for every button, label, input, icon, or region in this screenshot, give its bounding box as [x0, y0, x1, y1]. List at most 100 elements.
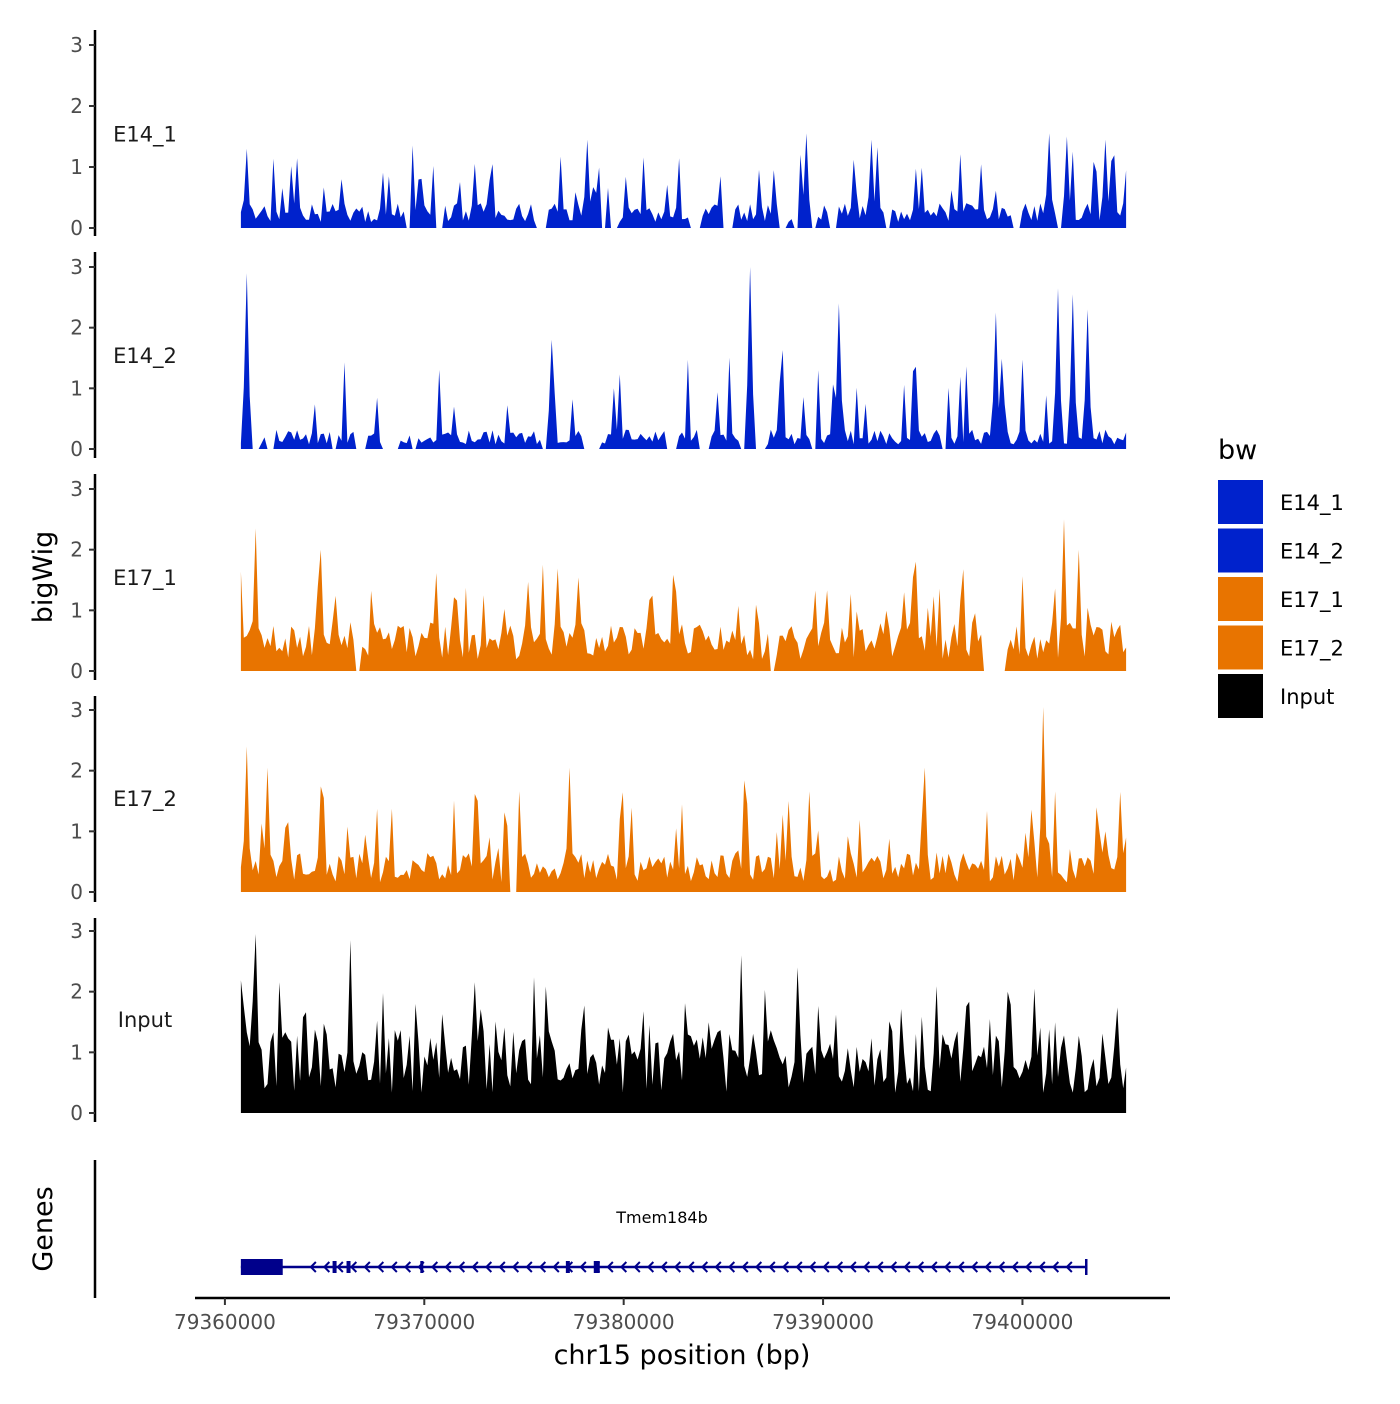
y-tick-label: 2 [70, 94, 83, 118]
strand-arrow [1051, 1261, 1060, 1273]
track-e14-1: 0 1 2 3 E14_1 [70, 30, 1127, 240]
strand-arrow [444, 1261, 452, 1273]
signal-tracks: 0 1 2 3 E14_1 0 1 2 3 E14_2 0 1 2 3 E17_1 0 1 2 3 E17_2 0 1 2 3… [70, 30, 1127, 1125]
exon [346, 1261, 351, 1273]
strand-arrow [714, 1261, 722, 1273]
signal-area-e17-1 [240, 519, 1127, 671]
strand-arrow [525, 1261, 533, 1273]
y-tick-label: 0 [70, 880, 83, 904]
y-tick-label: 2 [70, 538, 83, 562]
y-tick-label: 1 [70, 1040, 83, 1064]
legend: bw E14_1 E14_2 E17_1 E17_2 Input [1218, 435, 1344, 718]
y-tick-label: 1 [70, 819, 83, 843]
y-tick-label: 3 [70, 919, 83, 943]
strand-arrow [363, 1261, 371, 1273]
strand-arrow [822, 1261, 830, 1273]
x-tick-label: 79380000 [573, 1310, 675, 1334]
x-tick-label: 79390000 [772, 1310, 874, 1334]
genes-axis-title: Genes [28, 1186, 59, 1271]
strand-arrow [1038, 1261, 1046, 1273]
y-tick-label: 0 [70, 1101, 83, 1125]
y-tick-label: 3 [70, 255, 83, 279]
track-label: Input [118, 1008, 172, 1032]
gene-panel: Tmem184b [93, 1160, 1088, 1298]
strand-arrow [700, 1261, 709, 1273]
x-axis: 79360000 79370000 79380000 79390000 79400000 [174, 1296, 1170, 1334]
y-tick-label: 3 [70, 33, 83, 57]
strand-arrow [390, 1261, 398, 1273]
strand-arrow [538, 1261, 547, 1273]
legend-swatch [1218, 577, 1263, 621]
strand-arrow [741, 1261, 749, 1273]
strand-arrow [484, 1261, 493, 1273]
x-tick-label: 79370000 [373, 1310, 475, 1334]
x-tick-label: 79360000 [174, 1310, 276, 1334]
strand-arrow [1065, 1261, 1073, 1273]
x-axis-title: chr15 position (bp) [554, 1340, 811, 1371]
strand-arrow [403, 1261, 412, 1273]
y-tick-label: 0 [70, 437, 83, 461]
legend-swatch [1218, 674, 1263, 718]
y-tick-label: 0 [70, 659, 83, 683]
strand-arrow [498, 1261, 506, 1273]
strand-arrow [957, 1261, 965, 1273]
strand-arrow [336, 1261, 344, 1273]
strand-arrow [579, 1261, 587, 1273]
strand-arrow [552, 1261, 560, 1273]
strand-arrow [606, 1261, 614, 1273]
strand-arrow [984, 1261, 992, 1273]
y-tick-label: 1 [70, 376, 83, 400]
legend-swatch [1218, 528, 1263, 573]
strand-arrow [903, 1261, 911, 1273]
signal-area-input [240, 934, 1127, 1113]
strand-arrow [997, 1261, 1006, 1273]
exon [420, 1261, 424, 1273]
strand-arrow [687, 1261, 695, 1273]
y-tick-label: 3 [70, 477, 83, 501]
track-label: E14_2 [113, 344, 177, 369]
legend-label: E17_1 [1280, 588, 1344, 613]
strand-arrow [876, 1261, 884, 1273]
y-axis-title: bigWig [28, 531, 59, 624]
strand-arrow [754, 1261, 763, 1273]
strand-arrow [619, 1261, 628, 1273]
legend-label: E14_2 [1280, 540, 1344, 565]
track-label: E17_2 [113, 787, 177, 812]
strand-arrow [633, 1261, 641, 1273]
y-tick-label: 0 [70, 216, 83, 240]
x-tick-label: 79400000 [972, 1310, 1074, 1334]
signal-area-e17-2 [240, 707, 1127, 892]
track-label: E14_1 [113, 122, 177, 147]
strand-arrow [646, 1261, 655, 1273]
legend-label: E17_2 [1280, 637, 1344, 662]
strand-arrow [660, 1261, 668, 1273]
strand-arrow [349, 1261, 358, 1273]
strand-arrow [970, 1261, 979, 1273]
exon [332, 1261, 337, 1273]
strand-arrow [727, 1261, 736, 1273]
track-e17-2: 0 1 2 3 E17_2 [70, 696, 1127, 904]
strand-arrow [309, 1261, 317, 1273]
y-tick-label: 2 [70, 980, 83, 1004]
strand-arrow [916, 1261, 925, 1273]
exon [565, 1261, 570, 1273]
legend-title: bw [1218, 435, 1257, 466]
strand-arrow [889, 1261, 898, 1273]
strand-arrow [430, 1261, 439, 1273]
exon [240, 1259, 283, 1275]
strand-arrow [862, 1261, 871, 1273]
strand-arrow [511, 1261, 520, 1273]
legend-swatch [1218, 625, 1263, 670]
y-tick-label: 2 [70, 316, 83, 340]
legend-label: E14_1 [1280, 491, 1344, 516]
y-tick-label: 1 [70, 155, 83, 179]
signal-area-e14-2 [240, 267, 1127, 449]
strand-arrow [457, 1261, 466, 1273]
track-input: 0 1 2 3 Input [70, 918, 1127, 1125]
strand-arrow [943, 1261, 952, 1273]
strand-arrow [768, 1261, 776, 1273]
y-tick-label: 1 [70, 598, 83, 622]
strand-arrow [795, 1261, 803, 1273]
